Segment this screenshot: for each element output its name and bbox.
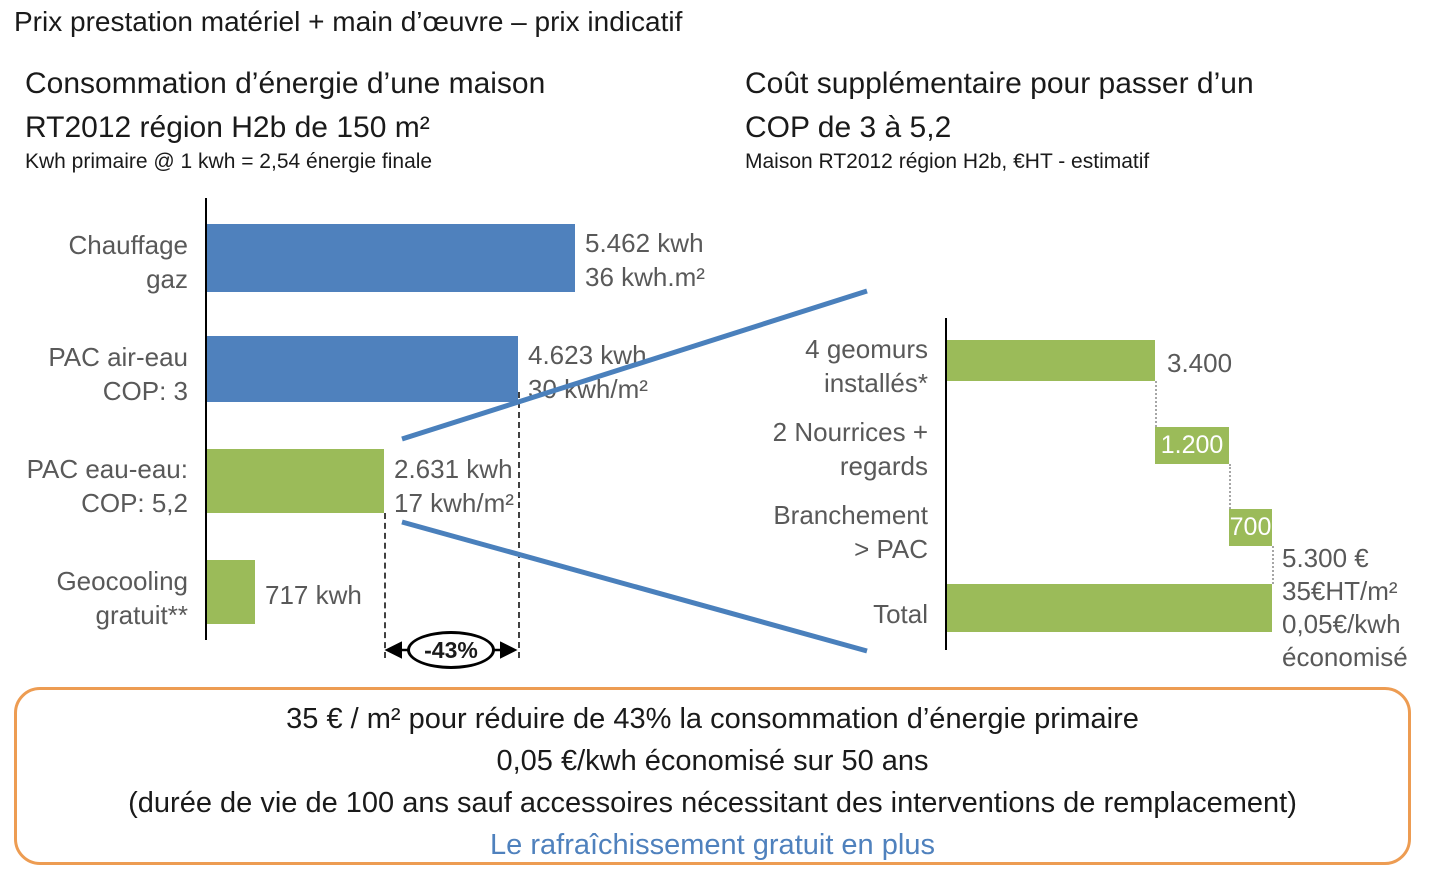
- reduction-badge: -43%: [407, 631, 495, 669]
- dashed-line-cop52: [384, 513, 386, 658]
- category-label-pac-eau-eau: PAC eau-eau: COP: 5,2: [26, 454, 188, 518]
- left-chart-subtitle: Kwh primaire @ 1 kwh = 2,54 énergie fina…: [25, 150, 433, 173]
- bar-branchement: 700: [1229, 509, 1272, 546]
- value-label-geocooling: 717 kwh: [265, 580, 362, 610]
- waterfall-step-line: [1155, 381, 1157, 427]
- summary-line-3: (durée de vie de 100 ans sauf accessoire…: [128, 787, 1297, 819]
- bar-geomurs: [947, 340, 1155, 381]
- bar-value-label-branchement: 700: [1229, 513, 1272, 541]
- waterfall-step-line: [1272, 546, 1274, 584]
- summary-line-1: 35 € / m² pour réduire de 43% la consomm…: [286, 703, 1139, 735]
- summary-line-2: 0,05 €/kwh économisé sur 50 ans: [496, 745, 929, 777]
- bar-chauffage-gaz: [207, 224, 575, 292]
- value-label-pac-eau-eau: 2.631 kwh 17 kwh/m²: [394, 454, 514, 518]
- right-chart-axis: [945, 318, 947, 650]
- waterfall-step-line: [1229, 464, 1231, 509]
- summary-box: 35 € / m² pour réduire de 43% la consomm…: [14, 687, 1411, 865]
- right-chart-title: Coût supplémentaire pour passer d’un COP…: [745, 67, 1254, 144]
- value-label-chauffage-gaz: 5.462 kwh 36 kwh.m²: [585, 228, 705, 292]
- value-label-geomurs: 3.400: [1167, 348, 1233, 378]
- category-label-chauffage-gaz: Chauffage gaz: [68, 230, 188, 294]
- category-label-geomurs: 4 geomurs installés*: [805, 334, 928, 398]
- dashed-line-cop3: [518, 392, 520, 658]
- category-label-branchement: Branchement > PAC: [773, 500, 928, 564]
- bar-value-label-nourrices: 1.200: [1160, 431, 1224, 459]
- category-label-pac-air-eau: PAC air-eau COP: 3: [48, 342, 188, 406]
- bar-pac-eau-eau: [207, 449, 384, 513]
- bar-pac-air-eau: [207, 336, 518, 402]
- summary-line-highlight: Le rafraîchissement gratuit en plus: [490, 829, 935, 861]
- category-label-total: Total: [873, 599, 928, 629]
- left-chart-title: Consommation d’énergie d’une maison RT20…: [25, 67, 546, 144]
- value-label-total: 5.300 € 35€HT/m² 0,05€/kwh économisé: [1282, 543, 1408, 672]
- bar-nourrices: 1.200: [1155, 427, 1229, 464]
- left-chart-axis: [205, 198, 207, 640]
- category-label-geocooling: Geocooling gratuit**: [56, 566, 188, 630]
- right-chart-subtitle: Maison RT2012 région H2b, €HT - estimati…: [745, 150, 1150, 173]
- category-label-nourrices: 2 Nourrices + regards: [772, 417, 928, 481]
- bar-geocooling: [207, 560, 255, 624]
- bar-total: [947, 584, 1272, 632]
- value-label-pac-air-eau: 4.623 kwh 30 kwh/m²: [528, 340, 648, 404]
- page-title: Prix prestation matériel + main d’œuvre …: [14, 6, 683, 37]
